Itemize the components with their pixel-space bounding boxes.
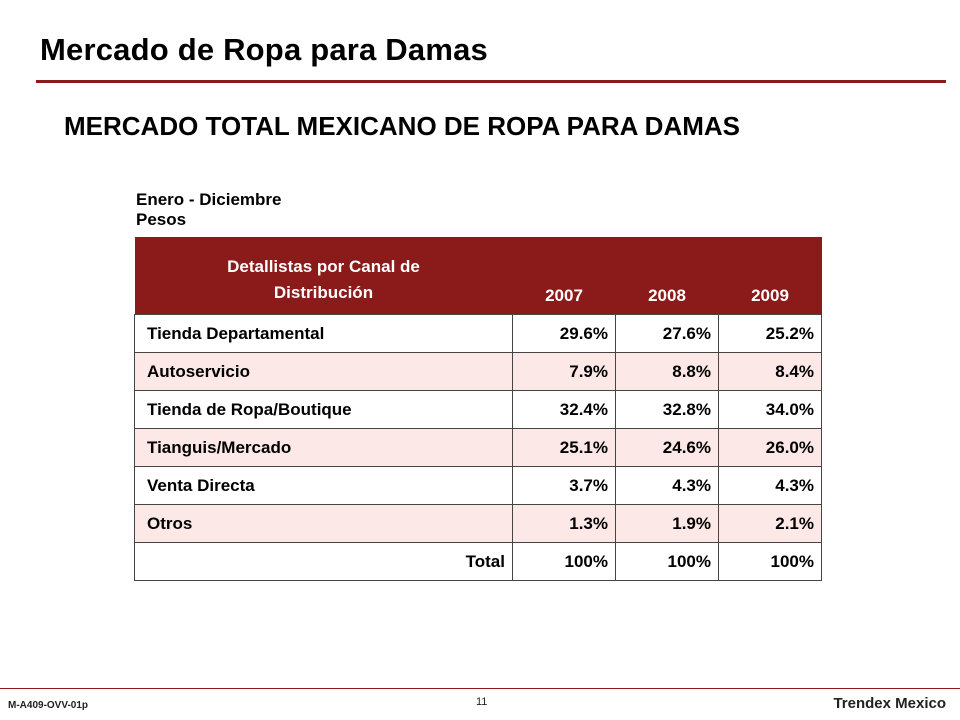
header-year-2009: 2009 — [718, 237, 822, 315]
cell-2009: 4.3% — [718, 466, 822, 505]
total-2008: 100% — [615, 542, 719, 581]
cell-2009: 8.4% — [718, 352, 822, 391]
total-2007: 100% — [512, 542, 616, 581]
row-label: Autoservicio — [134, 352, 513, 391]
cell-2008: 1.9% — [615, 504, 719, 543]
period-range: Enero - Diciembre — [136, 190, 282, 209]
cell-2008: 27.6% — [615, 314, 719, 353]
row-label: Otros — [134, 504, 513, 543]
market-share-table: Detallistas por Canal de Distribución 20… — [134, 237, 822, 581]
table-row: Autoservicio 7.9% 8.8% 8.4% — [134, 352, 822, 391]
brand-name: Trendex Mexico — [833, 695, 946, 712]
cell-2009: 25.2% — [718, 314, 822, 353]
table-row: Tienda Departamental 29.6% 27.6% 25.2% — [134, 314, 822, 353]
header-year-2007: 2007 — [512, 237, 616, 315]
total-label: Total — [134, 542, 513, 581]
cell-2009: 26.0% — [718, 428, 822, 467]
cell-2008: 8.8% — [615, 352, 719, 391]
header-channel: Detallistas por Canal de Distribución — [134, 237, 513, 315]
cell-2008: 4.3% — [615, 466, 719, 505]
slide-subtitle: MERCADO TOTAL MEXICANO DE ROPA PARA DAMA… — [64, 111, 741, 141]
cell-2007: 25.1% — [512, 428, 616, 467]
table-row: Tienda de Ropa/Boutique 32.4% 32.8% 34.0… — [134, 390, 822, 429]
cell-2007: 7.9% — [512, 352, 616, 391]
header-channel-line1: Detallistas por Canal de — [227, 257, 420, 276]
footer-divider — [0, 688, 960, 689]
document-code: M-A409-OVV-01p — [8, 700, 89, 711]
header-channel-line2: Distribución — [273, 283, 374, 302]
table-row: Otros 1.3% 1.9% 2.1% — [134, 504, 822, 543]
slide-title: Mercado de Ropa para Damas — [40, 32, 488, 67]
cell-2009: 2.1% — [718, 504, 822, 543]
row-label: Venta Directa — [134, 466, 513, 505]
cell-2009: 34.0% — [718, 390, 822, 429]
row-label: Tienda Departamental — [134, 314, 513, 353]
table-total-row: Total 100% 100% 100% — [134, 542, 822, 581]
cell-2008: 24.6% — [615, 428, 719, 467]
title-divider — [36, 80, 946, 83]
row-label: Tienda de Ropa/Boutique — [134, 390, 513, 429]
period-note: Enero - Diciembre Pesos — [136, 190, 282, 230]
total-2009: 100% — [718, 542, 822, 581]
period-unit: Pesos — [136, 210, 187, 229]
table-row: Venta Directa 3.7% 4.3% 4.3% — [134, 466, 822, 505]
table-row: Tianguis/Mercado 25.1% 24.6% 26.0% — [134, 428, 822, 467]
cell-2007: 32.4% — [512, 390, 616, 429]
row-label: Tianguis/Mercado — [134, 428, 513, 467]
table-header-row: Detallistas por Canal de Distribución 20… — [134, 237, 822, 315]
cell-2007: 1.3% — [512, 504, 616, 543]
cell-2007: 29.6% — [512, 314, 616, 353]
cell-2008: 32.8% — [615, 390, 719, 429]
page-number: 11 — [476, 696, 488, 708]
cell-2007: 3.7% — [512, 466, 616, 505]
header-year-2008: 2008 — [615, 237, 719, 315]
